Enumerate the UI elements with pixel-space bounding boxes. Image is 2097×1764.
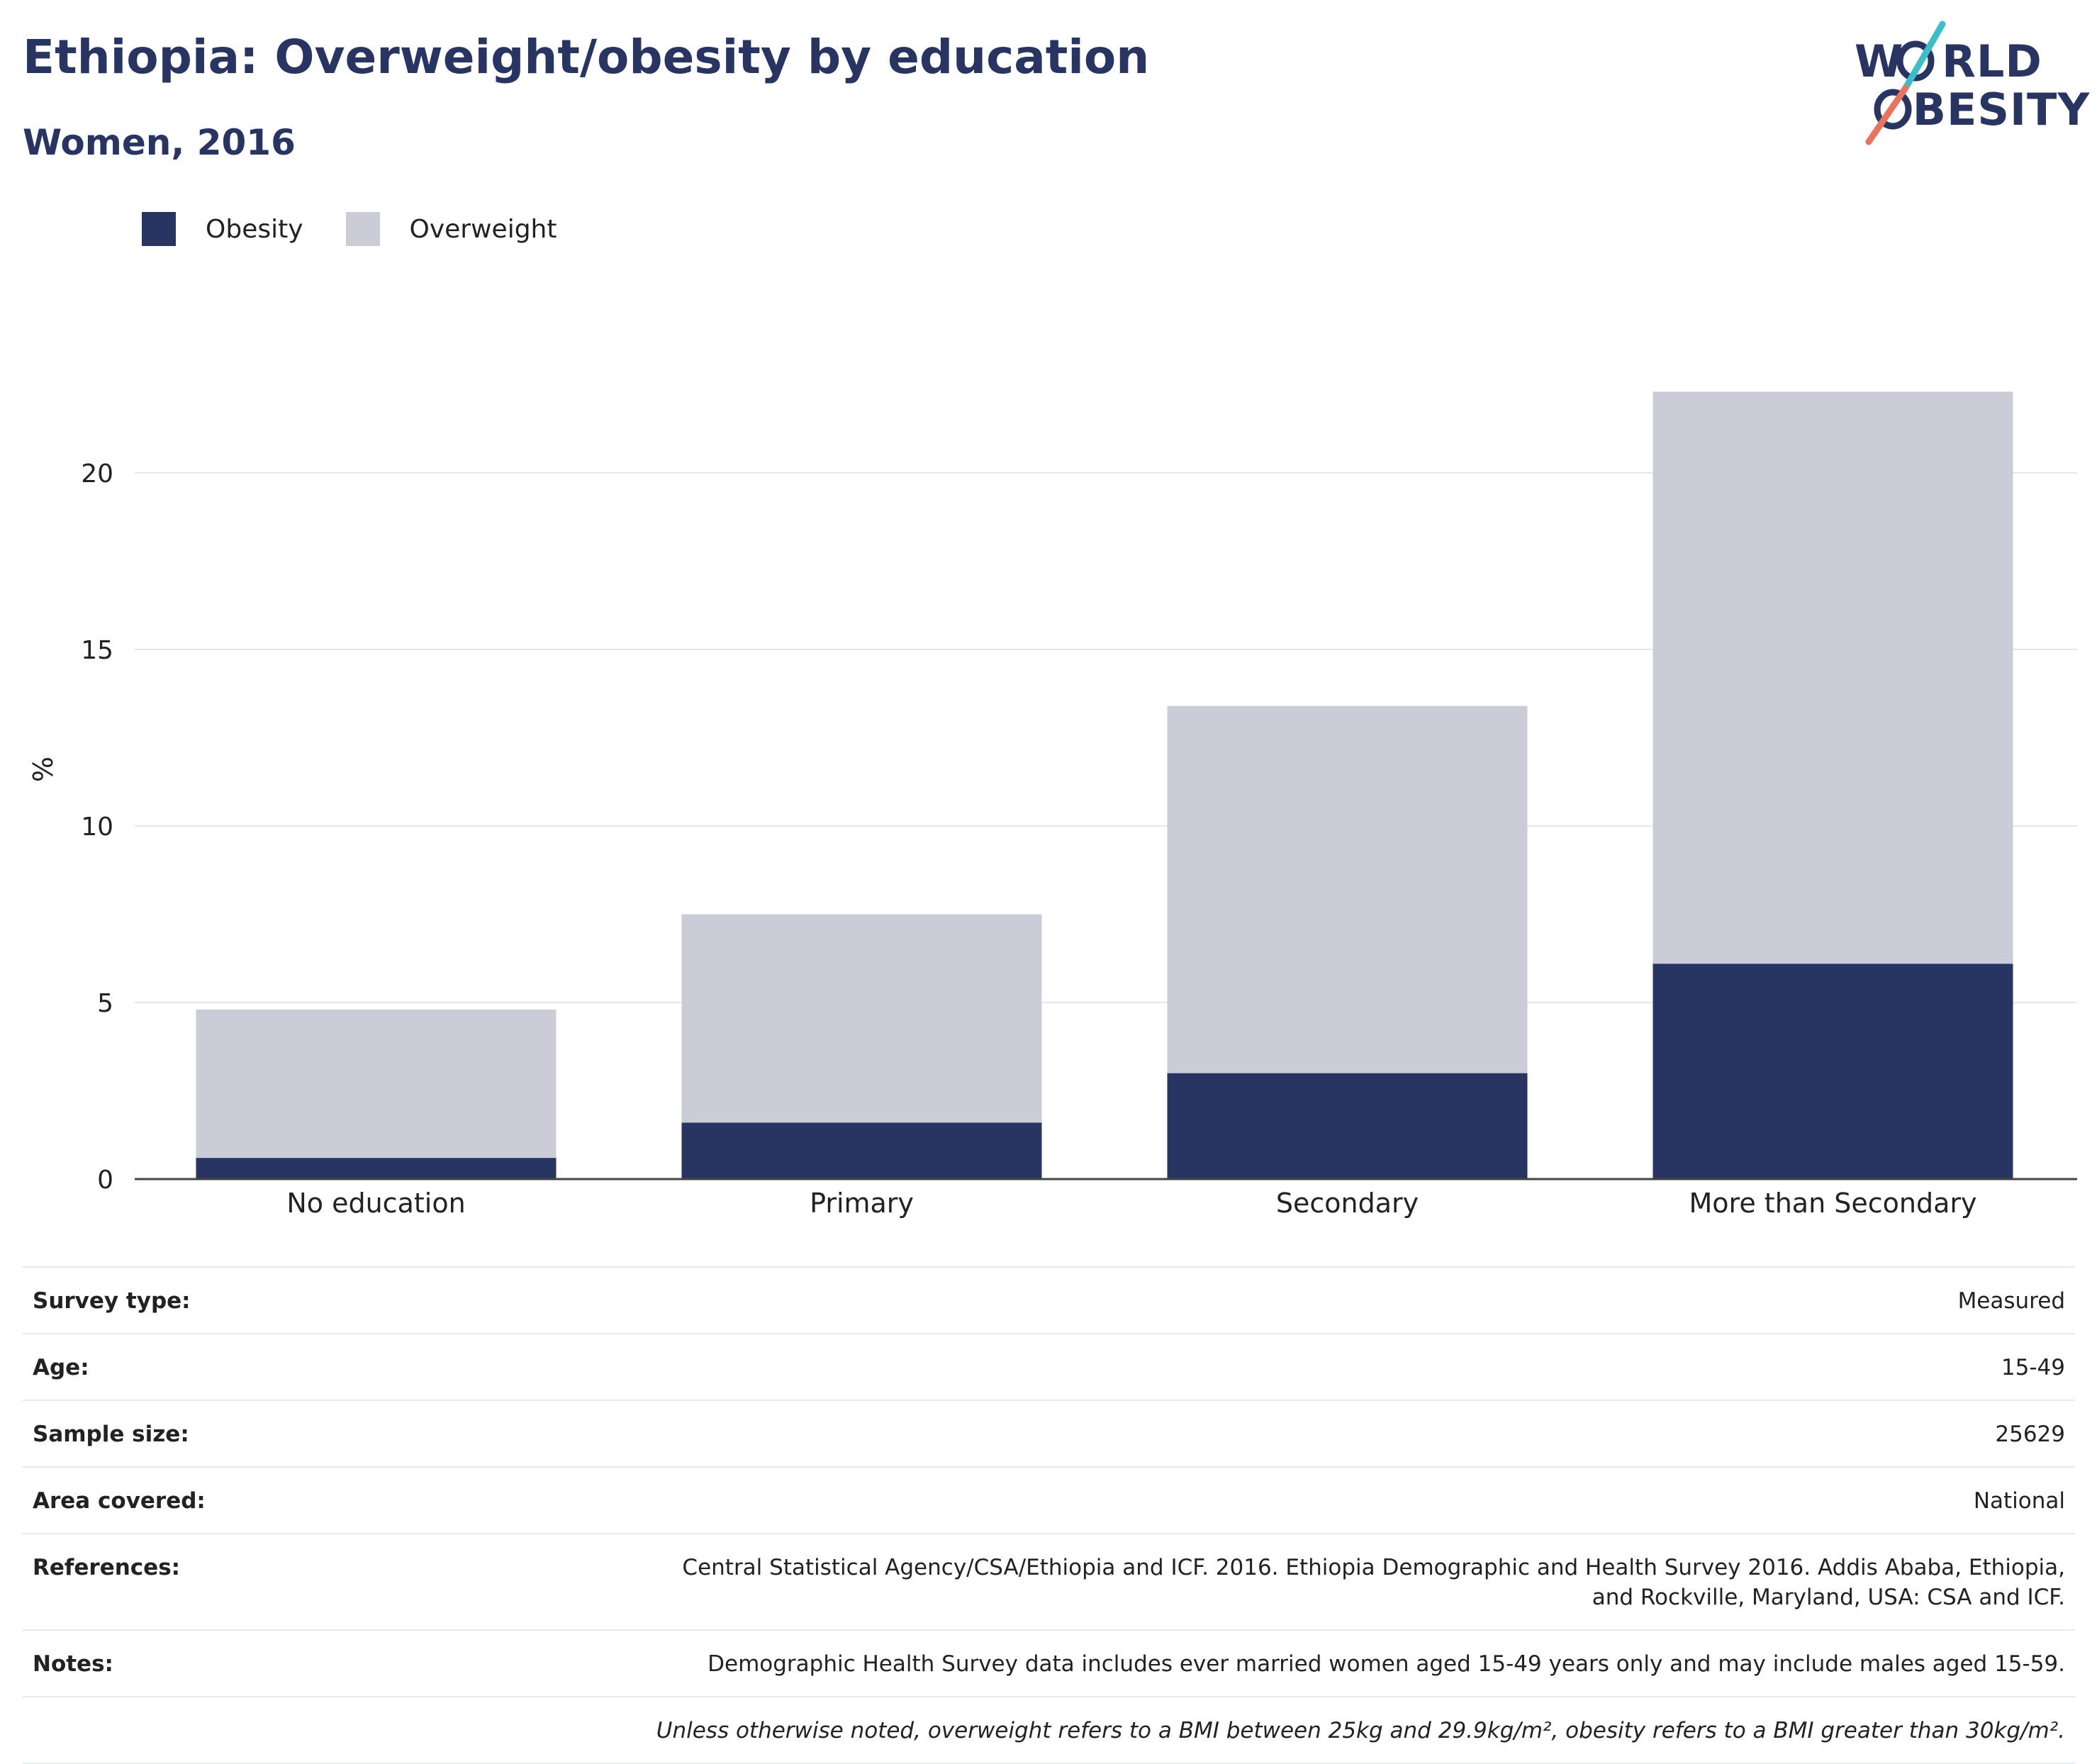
info-row-survey-type: Survey type: Measured [23, 1266, 2075, 1333]
bar-obesity [196, 1158, 557, 1179]
bar-obesity [1167, 1073, 1528, 1179]
info-value: Central Statistical Agency/CSA/Ethiopia … [682, 1555, 2065, 1610]
info-row-sample-size: Sample size: 25629 [23, 1400, 2075, 1466]
logo-slash-icon [1865, 21, 1946, 145]
info-key: Sample size: [33, 1422, 189, 1447]
info-value: 15-49 [2001, 1355, 2065, 1380]
info-row-notes: Notes: Demographic Health Survey data in… [23, 1629, 2075, 1696]
info-row-area-covered: Area covered: National [23, 1466, 2075, 1533]
world-obesity-logo: WORLD OBESITY [1843, 20, 2089, 147]
info-key: References: [33, 1555, 181, 1580]
info-row-footnote: Unless otherwise noted, overweight refer… [23, 1696, 2075, 1764]
y-tick-label: 20 [81, 459, 113, 489]
legend-swatch-overweight [345, 212, 380, 246]
y-axis-label: % [28, 757, 59, 782]
info-row-age: Age: 15-49 [23, 1333, 2075, 1400]
bar-overweight [681, 914, 1042, 1123]
info-key: Notes: [33, 1651, 113, 1677]
x-tick-label: Secondary [1276, 1188, 1419, 1219]
y-tick-label: 0 [97, 1166, 113, 1195]
bar-obesity [681, 1122, 1042, 1179]
x-tick-label: Primary [810, 1188, 914, 1219]
bar-obesity [1653, 964, 2013, 1179]
chart-subtitle: Women, 2016 [23, 122, 296, 163]
info-value: Measured [1957, 1288, 2065, 1314]
legend-label-overweight: Overweight [409, 214, 557, 244]
legend-swatch-obesity [142, 212, 176, 246]
survey-info-table: Survey type: Measured Age: 15-49 Sample … [23, 1266, 2075, 1764]
info-key: Age: [33, 1355, 89, 1380]
legend-item-obesity[interactable]: Obesity [142, 212, 303, 246]
x-tick-label: No education [286, 1188, 465, 1219]
info-key: Survey type: [33, 1288, 191, 1314]
legend-label-obesity: Obesity [206, 214, 303, 244]
bar-chart: 0 5 10 15 20% No education Primary Secondary Mor… [28, 391, 2077, 1219]
legend-item-overweight[interactable]: Overweight [345, 212, 557, 246]
bar-overweight [196, 1009, 557, 1159]
x-tick-label: More than Secondary [1689, 1188, 1977, 1219]
chart-legend: Obesity Overweight [142, 211, 599, 247]
bar-overweight [1167, 705, 1528, 1073]
bar-overweight [1653, 391, 2013, 964]
y-tick-label: 10 [81, 813, 113, 842]
info-value: Demographic Health Survey data includes … [708, 1651, 2065, 1677]
y-tick-label: 15 [81, 636, 113, 665]
chart-title: Ethiopia: Overweight/obesity by educatio… [23, 30, 1150, 84]
y-tick-label: 5 [97, 989, 113, 1018]
info-value: National [1973, 1488, 2065, 1514]
footnote: Unless otherwise noted, overweight refer… [656, 1718, 2065, 1743]
info-value: 25629 [1995, 1422, 2065, 1447]
info-row-references: References: Central Statistical Agency/C… [23, 1533, 2075, 1629]
info-key: Area covered: [33, 1488, 206, 1514]
